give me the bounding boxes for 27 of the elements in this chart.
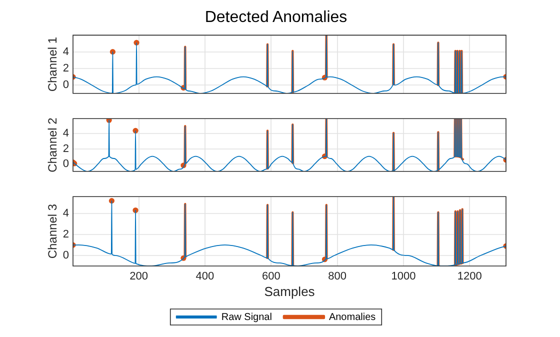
line-series (73, 118, 506, 172)
point (110, 49, 116, 55)
x-tick-label: 600 (262, 270, 280, 283)
y-tick-label: 0 (62, 250, 69, 262)
y-tick-label: 4 (62, 46, 69, 58)
y-tick-label: 0 (62, 158, 69, 170)
y-tick-label: 2 (62, 62, 69, 74)
y-axis-title: Channel 2 (46, 117, 60, 172)
y-axis-title: Channel 3 (46, 204, 60, 259)
legend-label: Anomalies (328, 312, 376, 323)
x-tick-label: 800 (328, 270, 346, 283)
line-series (73, 35, 506, 94)
line-series (73, 196, 506, 266)
x-tick-label: 200 (130, 270, 148, 283)
chart-title: Detected Anomalies (204, 9, 348, 26)
y-tick-label: 4 (62, 128, 69, 140)
y-tick-label: 2 (62, 142, 69, 155)
point (108, 198, 114, 204)
x-tick-label: 1200 (457, 270, 482, 283)
x-tick-label: 400 (196, 270, 214, 283)
x-axis-title: Samples (264, 284, 316, 299)
y-axis-title: Channel 1 (46, 36, 60, 92)
y-tick-label: 0 (62, 79, 69, 92)
legend-label: Raw Signal (221, 312, 272, 323)
x-tick-label: 1000 (391, 270, 416, 283)
y-tick-label: 4 (62, 207, 69, 220)
y-tick-label: 2 (62, 228, 69, 240)
